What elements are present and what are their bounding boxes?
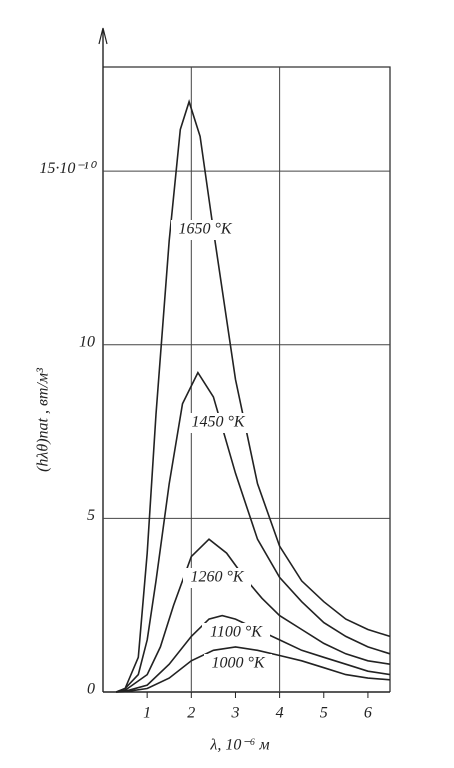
curve-label: 1450 °K (191, 414, 245, 431)
y-axis-arrow (98, 27, 108, 45)
curve (115, 99, 391, 693)
x-tick-label: 3 (230, 705, 239, 722)
curve (116, 538, 391, 693)
label-background (183, 568, 251, 588)
label-background (204, 654, 272, 674)
curve (116, 614, 391, 693)
curve-label: 1100 °K (210, 624, 263, 641)
label-background (202, 623, 270, 643)
frame (103, 66, 391, 692)
curve (115, 370, 391, 693)
curve-label: 1650 °K (178, 221, 232, 238)
x-tick-label: 1 (143, 705, 151, 722)
curve-label: 1000 °K (211, 655, 265, 672)
x-axis-label: λ, 10⁻⁶ м (209, 737, 269, 754)
y-tick-label: 5 (87, 507, 95, 524)
x-tick-label: 5 (320, 705, 328, 722)
y-axis-label: (hλθ)nat , вт/м³ (35, 368, 52, 472)
y-tick-label: 0 (87, 681, 95, 698)
x-tick-label: 4 (276, 705, 284, 722)
label-background (184, 413, 252, 433)
x-tick-label: 2 (187, 705, 195, 722)
y-tick-label: 15·10⁻¹⁰ (39, 160, 97, 177)
curve (116, 646, 391, 693)
x-tick-label: 6 (364, 705, 372, 722)
curve-label: 1260 °K (190, 569, 244, 586)
y-tick-label: 10 (79, 333, 95, 350)
label-background (171, 220, 239, 240)
